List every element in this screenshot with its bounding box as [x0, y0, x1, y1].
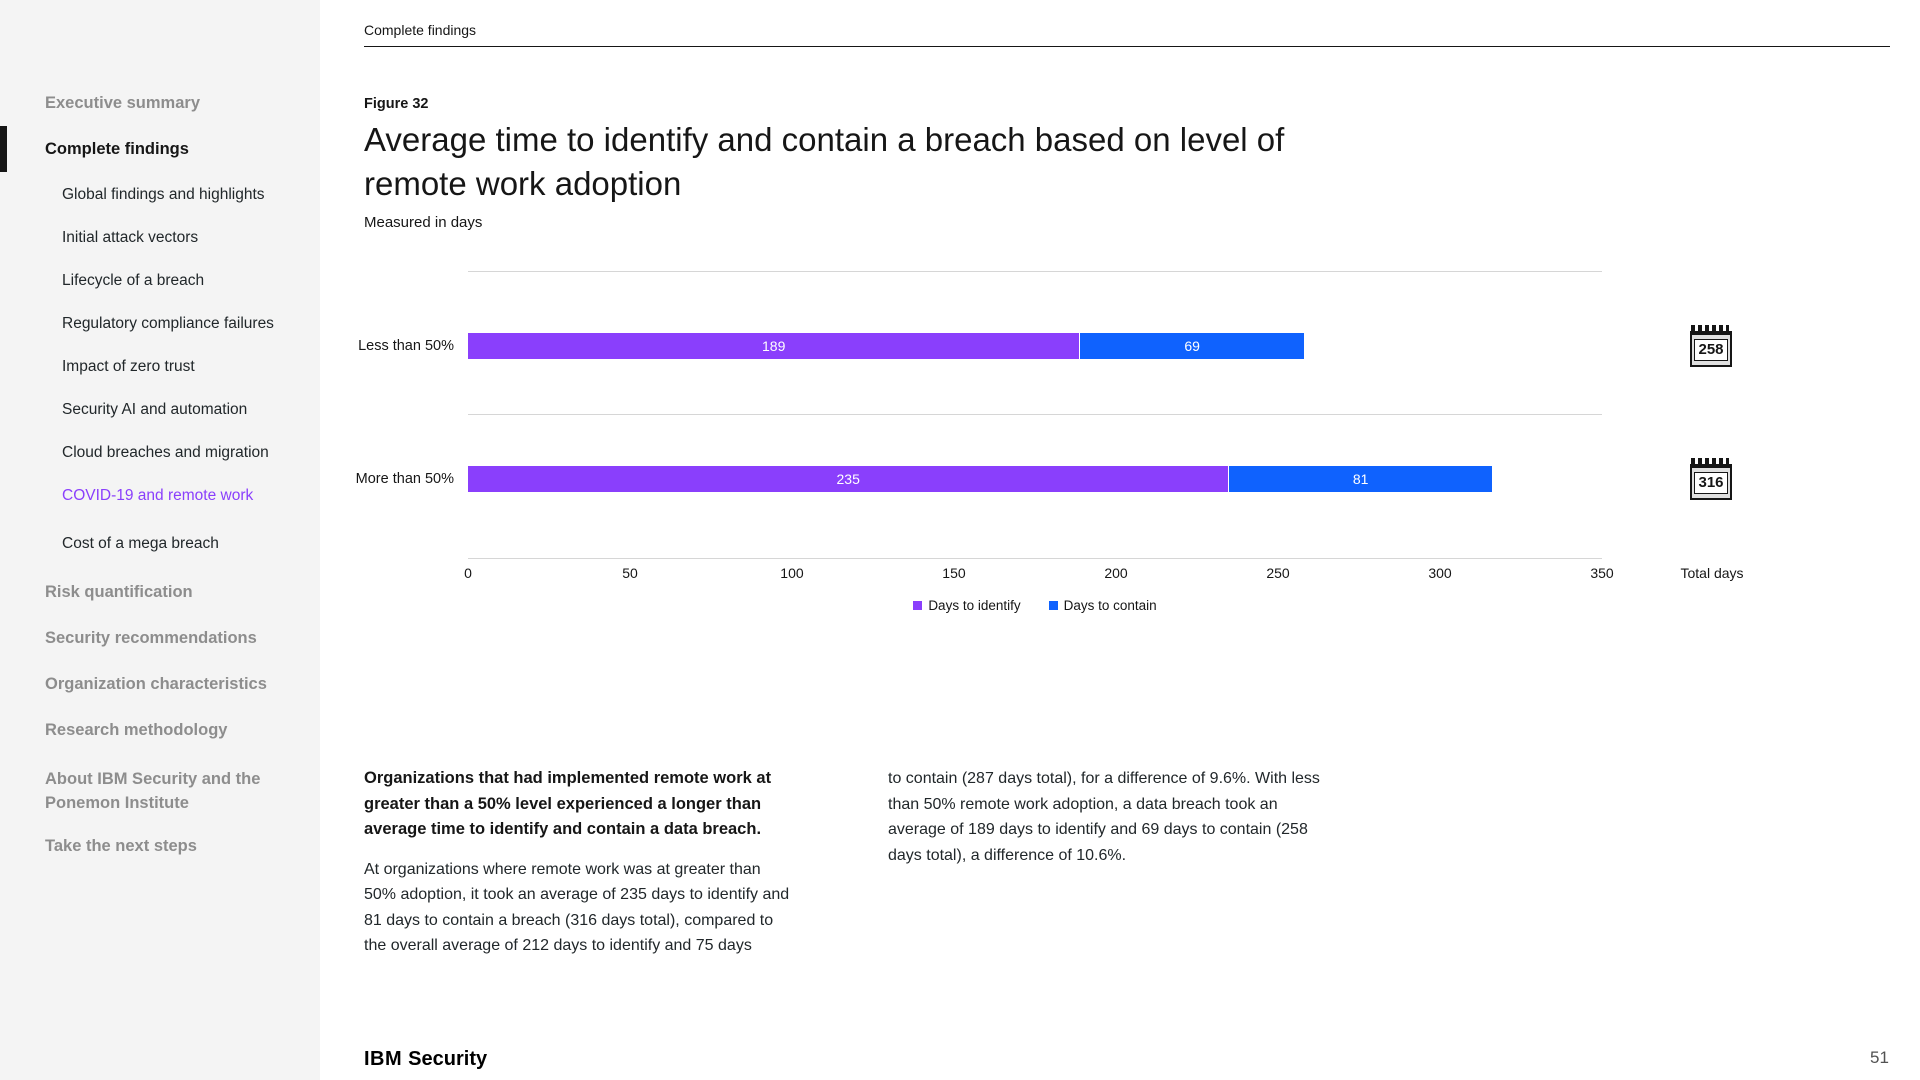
category-label: More than 50% [355, 471, 454, 487]
sidebar-item-about-ibm-security[interactable]: About IBM Security and the Ponemon Insti… [45, 770, 261, 812]
legend-swatch-purple-icon [913, 601, 923, 610]
sidebar-item-covid-19-and-remote-work[interactable]: COVID-19 and remote work [62, 487, 254, 504]
calendar-binding-icon [1691, 325, 1729, 331]
x-tick: 250 [1266, 565, 1290, 581]
body-paragraph: At organizations where remote work was a… [364, 860, 790, 955]
sidebar-item-security-ai-and-automation[interactable]: Security AI and automation [62, 401, 248, 418]
main-content: Complete findings Figure 32 Average time… [356, 0, 1890, 1080]
sidebar-item-complete-findings[interactable]: Complete findings [0, 126, 320, 172]
sidebar-item-research-methodology[interactable]: Research methodology [45, 721, 228, 739]
sidebar-item-impact-of-zero-trust[interactable]: Impact of zero trust [62, 358, 195, 375]
x-tick: 350 [1590, 565, 1614, 581]
gridline-middle [468, 414, 1602, 415]
legend-item-days-to-identify: Days to identify [913, 598, 1021, 613]
sidebar-item-organization-characteristics[interactable]: Organization characteristics [45, 675, 267, 693]
header-rule [364, 46, 1890, 47]
body-paragraph: to contain (287 days total), for a diffe… [888, 770, 1320, 864]
page-number: 51 [1870, 1048, 1889, 1067]
bar-segment-days-to-identify: 189 [468, 333, 1081, 359]
sidebar-item-regulatory-compliance-failures[interactable]: Regulatory compliance failures [62, 315, 274, 332]
figure-label: Figure 32 [364, 96, 429, 112]
gridline-top [468, 271, 1602, 272]
sidebar-item-security-recommendations[interactable]: Security recommendations [45, 629, 257, 647]
bar-segment-days-to-contain: 81 [1229, 466, 1492, 492]
bar-value-label: 69 [1184, 338, 1200, 354]
running-header: Complete findings [364, 22, 477, 38]
body-column-left: Organizations that had implemented remot… [364, 766, 794, 959]
chart-legend: Days to identify Days to contain [468, 598, 1602, 613]
figure-subtitle: Measured in days [364, 214, 483, 231]
bar-row-less-than-50: Less than 50% 189 69 [358, 333, 1602, 359]
calendar-binding-icon [1691, 458, 1729, 464]
category-label: Less than 50% [358, 338, 454, 354]
body-column-right: to contain (287 days total), for a diffe… [888, 766, 1322, 868]
legend-item-days-to-contain: Days to contain [1048, 598, 1157, 613]
x-tick: 50 [622, 565, 638, 581]
sidebar-item-executive-summary[interactable]: Executive summary [45, 94, 201, 112]
calendar-icon: 316 [1690, 458, 1732, 500]
sidebar-item-take-the-next-steps[interactable]: Take the next steps [45, 837, 197, 855]
figure-title: Average time to identify and contain a b… [364, 121, 1285, 202]
lead-paragraph: Organizations that had implemented remot… [364, 769, 772, 838]
gridline-bottom [468, 558, 1602, 559]
sidebar-item-initial-attack-vectors[interactable]: Initial attack vectors [62, 229, 199, 246]
total-days-value: 258 [1694, 339, 1728, 361]
calendar-icon: 258 [1690, 325, 1732, 367]
legend-swatch-blue-icon [1048, 601, 1058, 610]
sidebar-item-cost-of-a-mega-breach[interactable]: Cost of a mega breach [62, 535, 219, 552]
x-axis: 0 50 100 150 200 250 300 350 [464, 565, 1614, 583]
bar-segment-days-to-contain: 69 [1080, 333, 1304, 359]
ibm-security-logo: IBM Security [364, 1048, 488, 1070]
x-tick: 0 [464, 565, 472, 581]
x-tick: 200 [1104, 565, 1128, 581]
x-tick: 150 [942, 565, 966, 581]
bar-value-label: 235 [836, 471, 860, 487]
bar-segment-days-to-identify: 235 [468, 466, 1230, 492]
bar-value-label: 189 [762, 338, 786, 354]
x-tick: 300 [1428, 565, 1452, 581]
sidebar-item-lifecycle-of-a-breach[interactable]: Lifecycle of a breach [62, 272, 205, 289]
bar-row-more-than-50: More than 50% 235 81 [356, 466, 1602, 492]
sidebar-item-risk-quantification[interactable]: Risk quantification [45, 583, 193, 601]
stacked-bar-chart: Less than 50% 189 69 More than 50% 235 8… [356, 271, 1744, 613]
active-section-indicator [0, 126, 7, 172]
total-days-column-label: Total days [1680, 565, 1744, 581]
sidebar-item-cloud-breaches-and-migration[interactable]: Cloud breaches and migration [62, 444, 269, 461]
sidebar: Executive summary Complete findings Glob… [0, 0, 320, 1080]
total-days-value: 316 [1694, 472, 1728, 494]
x-tick: 100 [780, 565, 804, 581]
sidebar-item-global-findings[interactable]: Global findings and highlights [62, 186, 265, 203]
bar-value-label: 81 [1352, 471, 1369, 487]
